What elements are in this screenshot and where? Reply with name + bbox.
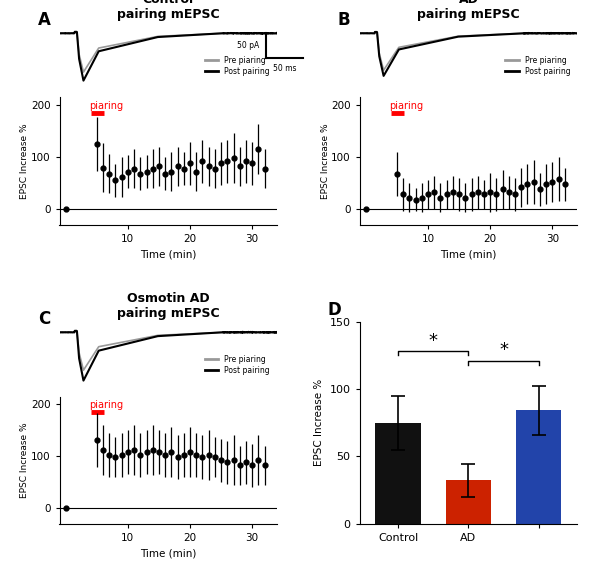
X-axis label: Time (min): Time (min) (140, 249, 196, 259)
Y-axis label: EPSC Increase %: EPSC Increase % (314, 379, 324, 466)
Text: A: A (37, 11, 51, 29)
Title: AD
pairing mEPSC: AD pairing mEPSC (417, 0, 519, 21)
Legend: Pre piaring, Post pairing: Pre piaring, Post pairing (202, 352, 273, 378)
Bar (446, 480, 491, 524)
Text: piaring: piaring (89, 400, 123, 410)
Text: *: * (499, 341, 508, 359)
X-axis label: Time (min): Time (min) (140, 548, 196, 558)
Title: Control
pairing mEPSC: Control pairing mEPSC (117, 0, 220, 21)
Bar (375, 423, 421, 524)
Text: C: C (37, 310, 50, 328)
Title: Osmotin AD
pairing mEPSC: Osmotin AD pairing mEPSC (117, 292, 220, 320)
Text: 50 ms: 50 ms (273, 64, 296, 73)
Legend: Pre piaring, Post pairing: Pre piaring, Post pairing (202, 53, 273, 79)
Legend: Pre piaring, Post pairing: Pre piaring, Post pairing (502, 53, 574, 79)
Text: B: B (338, 11, 350, 29)
Text: D: D (327, 301, 341, 319)
Y-axis label: EPSC Increase %: EPSC Increase % (20, 422, 30, 498)
Text: piaring: piaring (89, 101, 123, 111)
Bar (516, 410, 561, 524)
Text: *: * (429, 332, 438, 350)
Y-axis label: EPSC Increase %: EPSC Increase % (20, 123, 30, 199)
Text: 50 pA: 50 pA (237, 41, 259, 50)
Y-axis label: EPSC Increase %: EPSC Increase % (321, 123, 330, 199)
X-axis label: Time (min): Time (min) (440, 249, 497, 259)
Text: piaring: piaring (390, 101, 424, 111)
